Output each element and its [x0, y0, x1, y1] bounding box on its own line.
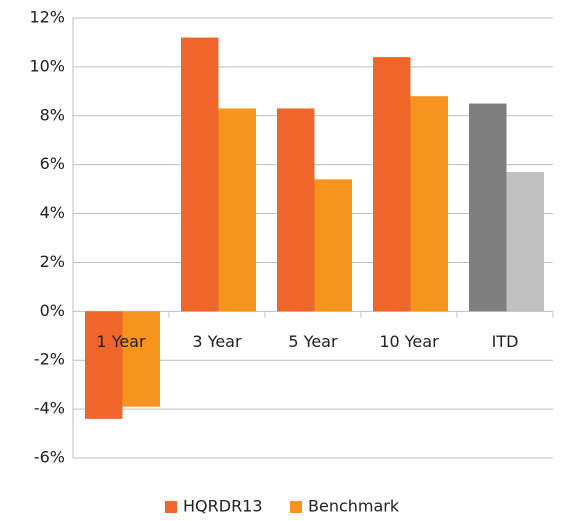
- y-tick-label: -2%: [34, 350, 65, 369]
- bar: [373, 57, 411, 312]
- y-tick-label: 4%: [40, 203, 65, 222]
- bar: [314, 179, 352, 312]
- y-tick-label: 8%: [40, 105, 65, 124]
- bar: [277, 108, 315, 312]
- x-tick-label: 10 Year: [379, 332, 439, 351]
- bar: [181, 37, 219, 312]
- y-tick-label: 2%: [40, 252, 65, 271]
- x-tick-label: 5 Year: [288, 332, 338, 351]
- bar: [469, 103, 507, 312]
- y-tick-label: 0%: [40, 301, 65, 320]
- y-tick-label: -4%: [34, 399, 65, 418]
- bar: [122, 311, 160, 407]
- legend-swatch: [290, 501, 302, 513]
- y-tick-label: 12%: [29, 8, 65, 27]
- bar: [506, 172, 544, 312]
- x-tick-label: 1 Year: [96, 332, 146, 351]
- y-tick-label: 6%: [40, 154, 65, 173]
- y-tick-label: -6%: [34, 448, 65, 467]
- y-tick-label: 10%: [29, 56, 65, 75]
- bar: [410, 96, 448, 312]
- bar: [85, 311, 123, 419]
- x-tick-label: ITD: [492, 332, 519, 351]
- legend-swatch: [165, 501, 177, 513]
- x-tick-label: 3 Year: [192, 332, 242, 351]
- legend-label: HQRDR13: [183, 497, 263, 516]
- legend-label: Benchmark: [308, 497, 400, 516]
- bar: [218, 108, 256, 312]
